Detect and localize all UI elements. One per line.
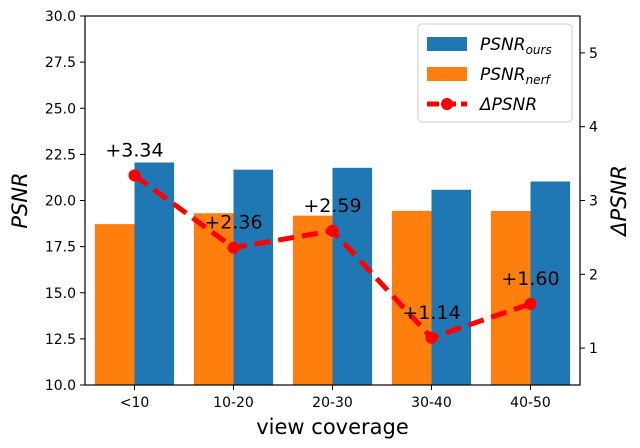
delta-label-4: +1.60	[501, 268, 559, 290]
bar-nerf-0	[94, 224, 135, 385]
x-tick-label-3: 30-40	[411, 395, 452, 411]
delta-line-layer	[128, 169, 537, 344]
delta-label-3: +1.14	[402, 302, 460, 324]
bar-ours-1	[233, 169, 274, 385]
y-tick-label-1: 12.5	[45, 332, 76, 348]
y-axis-label: PSNR	[8, 172, 32, 228]
y-tick-label-2: 15.0	[45, 286, 76, 302]
legend-label-1: PSNRnerf	[480, 65, 552, 87]
bar-ours-2	[332, 167, 373, 385]
y2-tick-label-0: 1	[589, 341, 598, 357]
y-tick-label-3: 17.5	[45, 240, 76, 256]
y2-tick-label-2: 3	[589, 194, 598, 210]
x-axis-label: view coverage	[256, 415, 409, 439]
delta-point-0	[128, 169, 141, 182]
legend-swatch-1	[427, 67, 467, 81]
delta-label-1: +2.36	[204, 212, 262, 234]
legend: PSNRours PSNRnerf ΔPSNR	[417, 23, 573, 123]
bar-nerf-3	[391, 210, 432, 385]
bar-ours-0	[134, 162, 175, 385]
x-axis-ticks: <10 10-20 20-30 30-40 40-50	[120, 385, 551, 411]
bar-nerf-2	[292, 215, 333, 385]
x-tick-label-4: 40-50	[510, 395, 551, 411]
legend-label-2: ΔPSNR	[478, 95, 537, 115]
left-axis-ticks: 10.0 12.5 15.0 17.5 20.0 22.5 25.0 27.5 30.0	[45, 9, 85, 394]
y2-tick-label-3: 4	[589, 120, 598, 136]
y-tick-label-7: 27.5	[45, 55, 76, 71]
bar-ours-4	[530, 181, 571, 385]
x-tick-label-2: 20-30	[312, 395, 353, 411]
y-tick-label-6: 25.0	[45, 101, 76, 117]
legend-marker-2	[441, 98, 453, 110]
y-tick-label-4: 20.0	[45, 194, 76, 210]
bar-layer	[94, 162, 571, 385]
bar-ours-3	[431, 189, 472, 385]
bar-nerf-1	[193, 213, 234, 385]
y2-axis-label: ΔPSNR	[607, 165, 631, 238]
delta-point-1	[227, 241, 240, 254]
delta-label-layer: +3.34 +2.36 +2.59 +1.14 +1.60	[105, 139, 559, 323]
bar-nerf-4	[490, 211, 531, 385]
y-tick-label-8: 30.0	[45, 9, 76, 25]
delta-point-2	[326, 224, 339, 237]
delta-label-0: +3.34	[105, 139, 163, 161]
y-tick-label-5: 22.5	[45, 147, 76, 163]
legend-label-0: PSNRours	[480, 35, 552, 57]
x-tick-label-0: <10	[120, 395, 150, 411]
delta-point-3	[425, 331, 438, 344]
y2-tick-label-4: 5	[589, 46, 598, 62]
y-tick-label-0: 10.0	[45, 378, 76, 394]
x-tick-label-1: 10-20	[213, 395, 254, 411]
right-axis-ticks: 1 2 3 4 5	[580, 46, 598, 357]
delta-label-2: +2.59	[303, 195, 361, 217]
legend-swatch-0	[427, 37, 467, 51]
y2-tick-label-1: 2	[589, 267, 598, 283]
delta-point-4	[524, 297, 537, 310]
